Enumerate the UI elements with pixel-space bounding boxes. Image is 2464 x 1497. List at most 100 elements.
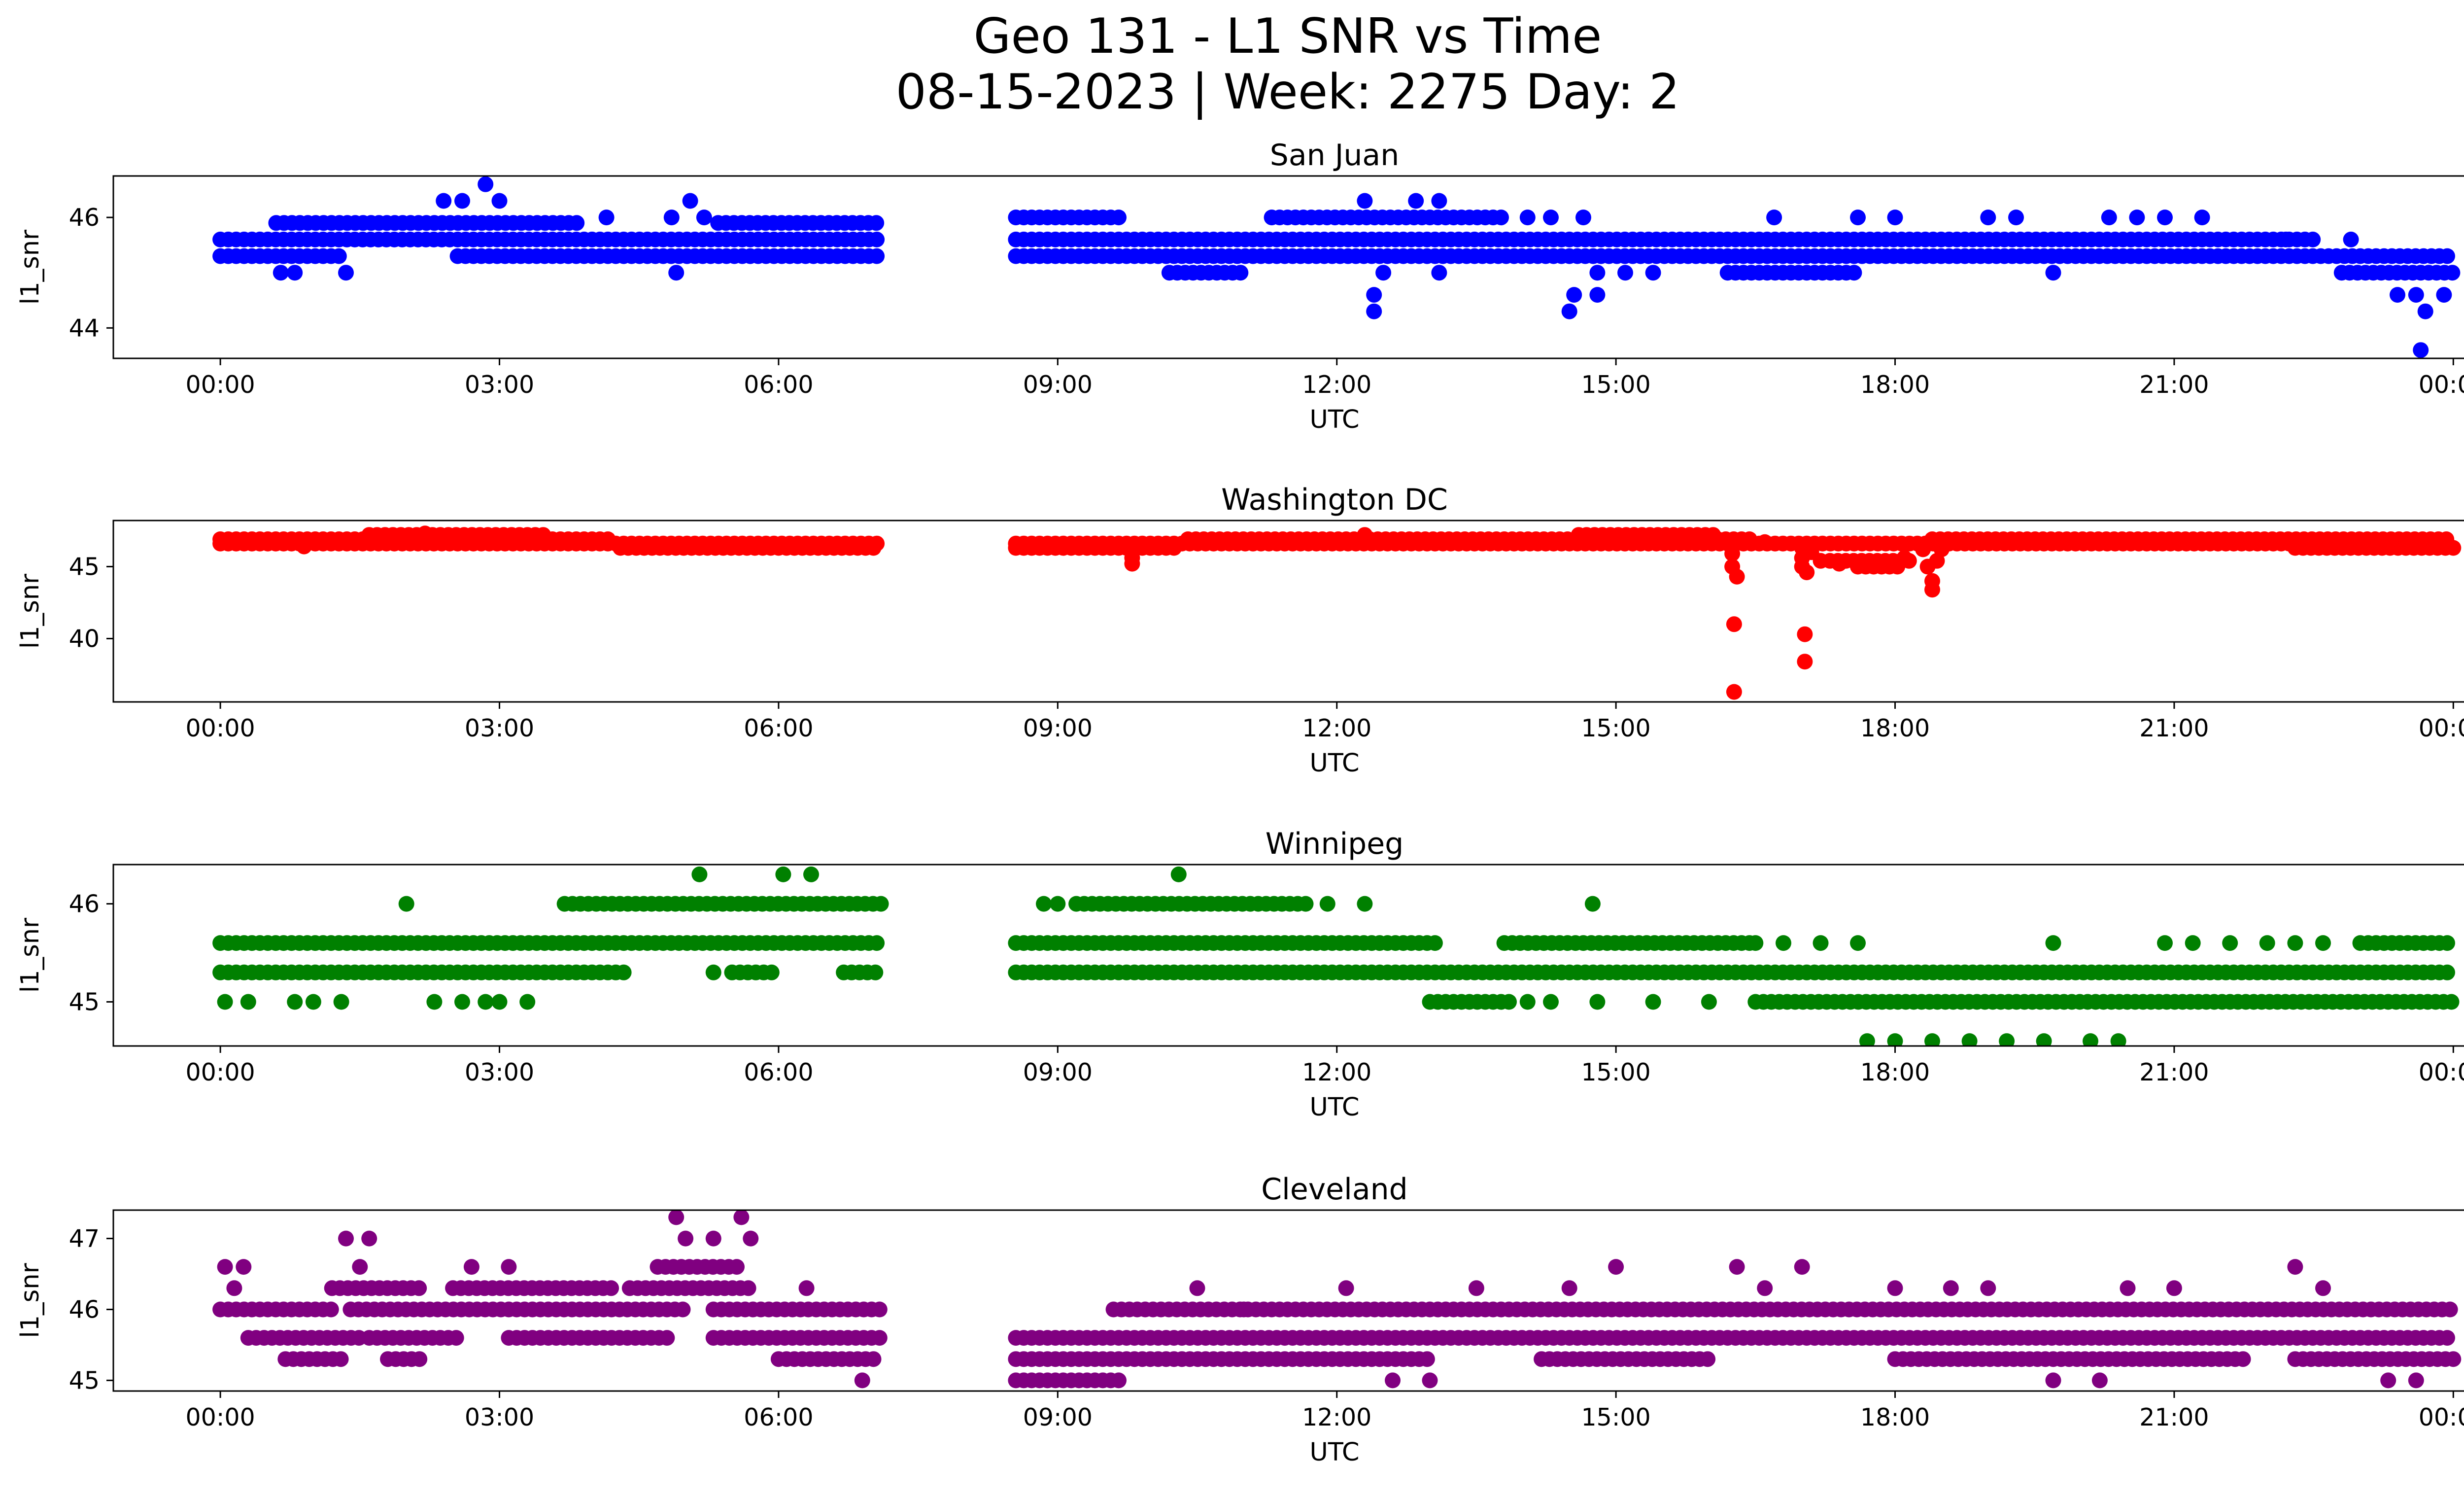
x-tick-label: 03:00 bbox=[465, 714, 534, 742]
data-point bbox=[323, 1301, 339, 1318]
data-point bbox=[1561, 1280, 1577, 1296]
data-point bbox=[1319, 896, 1335, 912]
data-point bbox=[668, 1210, 684, 1225]
y-tick-label: 46 bbox=[69, 1295, 100, 1323]
data-point bbox=[2008, 209, 2024, 226]
data-point bbox=[1357, 193, 1373, 209]
data-point bbox=[2305, 231, 2321, 247]
data-point bbox=[1357, 896, 1373, 912]
data-point bbox=[454, 193, 470, 209]
data-point bbox=[1887, 1033, 1903, 1046]
data-point bbox=[2235, 1351, 2251, 1367]
data-point bbox=[2045, 935, 2061, 951]
data-point bbox=[2166, 1280, 2182, 1296]
data-point bbox=[2439, 935, 2455, 951]
data-point bbox=[1111, 1372, 1127, 1389]
data-point bbox=[1813, 553, 1829, 569]
series-markers bbox=[212, 866, 2460, 1046]
data-point bbox=[398, 896, 414, 912]
data-point bbox=[1797, 654, 1813, 670]
data-point bbox=[1846, 265, 1862, 281]
subplot-cleveland: Cleveland 00:00 03:00 06:00 09:00 12:00 15:00 1… bbox=[16, 1172, 2464, 1467]
data-point bbox=[1493, 209, 1509, 226]
data-point bbox=[1589, 265, 1606, 281]
x-tick-label: 00:00 bbox=[2419, 714, 2464, 742]
data-point bbox=[1589, 994, 1606, 1010]
data-point bbox=[352, 1259, 368, 1275]
data-point bbox=[240, 994, 256, 1010]
x-axis-label: UTC bbox=[1309, 405, 1359, 434]
data-point bbox=[1338, 1280, 1354, 1296]
x-tick-label: 18:00 bbox=[1860, 1403, 1930, 1431]
data-point bbox=[775, 866, 791, 882]
data-point bbox=[663, 209, 680, 226]
subplot-san-juan: San Juan 00:00 03:00 06:00 09:00 12:00 15:00 18… bbox=[16, 138, 2464, 434]
y-tick-label: 47 bbox=[69, 1225, 100, 1253]
data-point bbox=[305, 994, 321, 1010]
data-point bbox=[296, 538, 312, 555]
data-point bbox=[361, 1230, 377, 1247]
data-point bbox=[333, 994, 349, 1010]
x-axis-label: UTC bbox=[1309, 749, 1359, 778]
data-point bbox=[2222, 935, 2238, 951]
data-point bbox=[1366, 287, 1382, 303]
y-tick-label: 45 bbox=[69, 553, 100, 581]
data-point bbox=[2445, 1351, 2462, 1367]
x-tick-label: 00:00 bbox=[186, 1058, 255, 1086]
axes-frame bbox=[112, 520, 2464, 703]
data-point bbox=[659, 1330, 675, 1346]
data-point bbox=[682, 193, 698, 209]
x-tick-label: 09:00 bbox=[1023, 1058, 1093, 1086]
data-point bbox=[2129, 209, 2145, 226]
data-point bbox=[1999, 1033, 2015, 1046]
data-point bbox=[1036, 896, 1052, 912]
x-tick-label: 00:00 bbox=[186, 714, 255, 742]
data-point bbox=[743, 1230, 759, 1247]
data-point bbox=[1124, 556, 1140, 572]
y-axis-label: l1_snr bbox=[16, 918, 45, 993]
data-point bbox=[691, 866, 708, 882]
data-point bbox=[1747, 935, 1764, 951]
x-tick-label: 18:00 bbox=[1860, 371, 1930, 399]
data-point bbox=[1566, 287, 1582, 303]
data-point bbox=[1166, 540, 1182, 556]
data-point bbox=[733, 1210, 750, 1225]
data-point bbox=[1896, 550, 1913, 566]
data-point bbox=[1468, 1280, 1484, 1296]
x-tick-label: 21:00 bbox=[2139, 1058, 2209, 1086]
data-point bbox=[448, 1330, 464, 1346]
x-axis-label: UTC bbox=[1309, 1093, 1359, 1122]
data-point bbox=[2390, 287, 2405, 303]
data-point bbox=[1924, 582, 1940, 598]
data-point bbox=[1501, 994, 1517, 1010]
data-point bbox=[2110, 1033, 2126, 1046]
data-point bbox=[705, 964, 721, 980]
data-point bbox=[2439, 964, 2455, 980]
data-point bbox=[1980, 1280, 1996, 1296]
figure-title-line-1: Geo 131 - L1 SNR vs Time bbox=[973, 8, 1602, 65]
x-tick-label: 21:00 bbox=[2139, 1403, 2209, 1431]
data-point bbox=[217, 994, 233, 1010]
data-point bbox=[1645, 994, 1661, 1010]
data-point bbox=[2343, 231, 2359, 247]
x-tick-label: 09:00 bbox=[1023, 714, 1093, 742]
data-point bbox=[1742, 531, 1757, 547]
y-tick-label: 46 bbox=[69, 890, 100, 918]
data-point bbox=[869, 248, 885, 264]
data-point bbox=[1519, 209, 1536, 226]
x-tick-label: 18:00 bbox=[1860, 714, 1930, 742]
data-point bbox=[1561, 303, 1577, 319]
data-point bbox=[798, 1280, 815, 1296]
data-point bbox=[871, 1301, 888, 1318]
data-point bbox=[417, 525, 433, 542]
data-point bbox=[869, 935, 885, 951]
data-point bbox=[236, 1259, 252, 1275]
subplot-title: Cleveland bbox=[1261, 1172, 1407, 1207]
data-point bbox=[1298, 896, 1314, 912]
data-point bbox=[2417, 303, 2433, 319]
data-point bbox=[696, 209, 712, 226]
data-point bbox=[1724, 546, 1741, 562]
data-point bbox=[603, 1280, 619, 1296]
data-point bbox=[2408, 287, 2424, 303]
x-tick-label: 06:00 bbox=[744, 714, 813, 742]
